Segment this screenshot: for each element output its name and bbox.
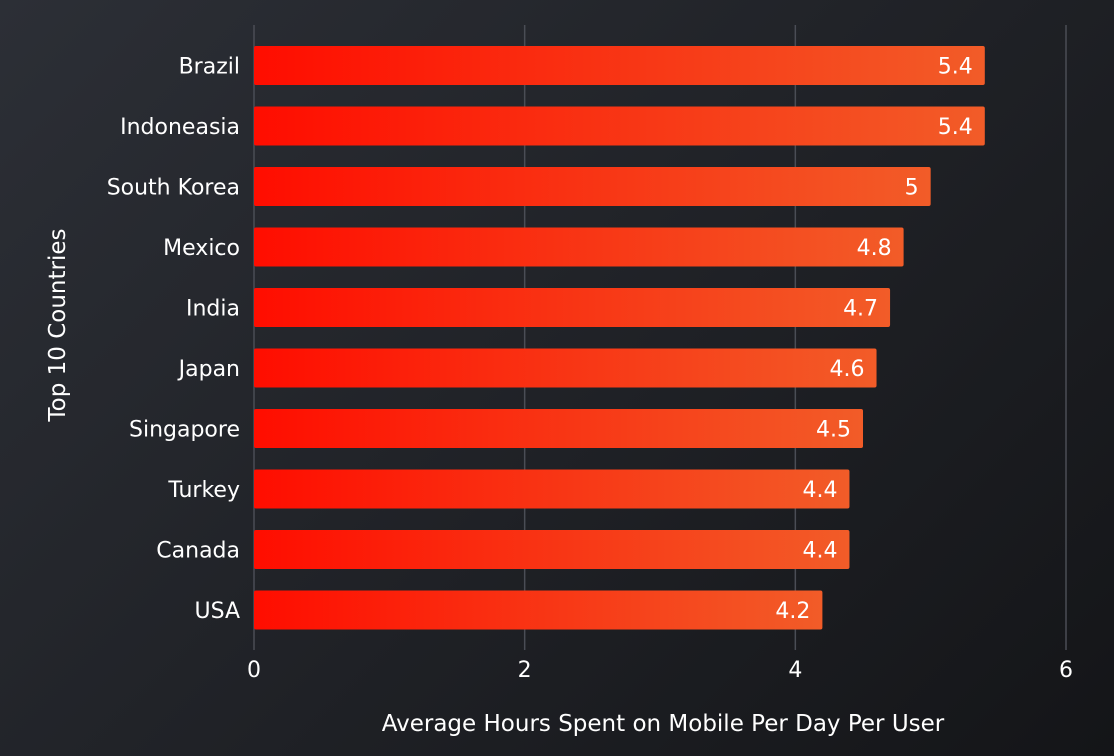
y-tick-label: Singapore — [129, 418, 240, 443]
x-tick-label: 6 — [1059, 658, 1073, 683]
bar — [254, 530, 850, 569]
bar — [254, 409, 863, 448]
bar — [254, 46, 985, 85]
bar — [254, 590, 823, 630]
x-axis-label: Average Hours Spent on Mobile Per Day Pe… — [382, 711, 945, 737]
y-tick-label: India — [186, 297, 240, 322]
bar — [254, 348, 877, 388]
y-tick-label: South Korea — [107, 176, 240, 201]
x-tick-label: 4 — [788, 658, 802, 683]
y-tick-label: Canada — [156, 539, 240, 564]
data-label: 5.4 — [938, 55, 973, 80]
y-axis-label: Top 10 Countries — [45, 229, 71, 423]
data-label: 4.2 — [775, 599, 810, 624]
data-label: 4.7 — [843, 297, 878, 322]
y-tick-label: Mexico — [163, 236, 240, 261]
bar — [254, 227, 904, 267]
data-label: 4.4 — [802, 478, 837, 503]
y-tick-label: Japan — [177, 357, 240, 382]
x-tick-label: 0 — [247, 658, 261, 683]
bar — [254, 167, 931, 206]
data-label: 4.4 — [802, 539, 837, 564]
y-tick-label: Brazil — [179, 55, 240, 80]
y-tick-label: Indoneasia — [120, 115, 240, 140]
y-tick-label: USA — [194, 599, 240, 624]
bar — [254, 288, 891, 327]
data-label: 4.8 — [857, 236, 892, 261]
data-label: 5.4 — [938, 115, 973, 140]
x-tick-label: 2 — [518, 658, 532, 683]
bar — [254, 469, 850, 509]
data-label: 4.5 — [816, 418, 851, 443]
data-label: 5 — [905, 176, 919, 201]
data-label: 4.6 — [830, 357, 865, 382]
y-tick-label: Turkey — [167, 478, 240, 503]
bar — [254, 106, 985, 146]
